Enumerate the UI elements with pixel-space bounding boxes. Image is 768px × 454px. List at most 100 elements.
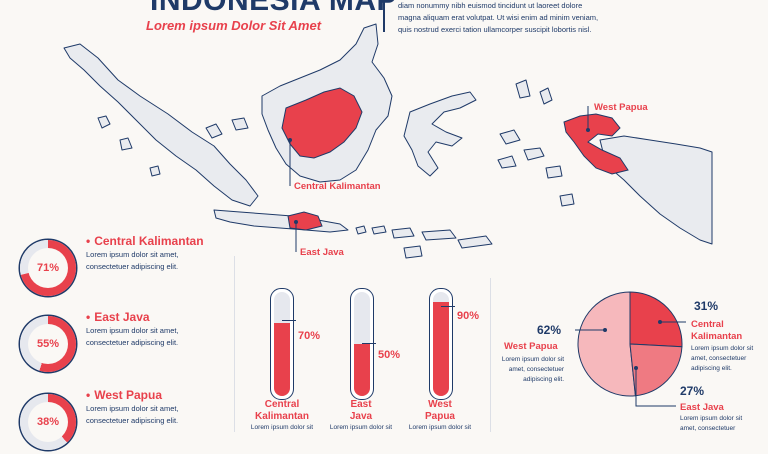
thermometer-label-line: Kalimantan (255, 411, 309, 422)
island (371, 225, 387, 235)
thermometer-percent: 50% (378, 349, 401, 361)
donut-item-central-kalimantan: 71% • Central Kalimantan Lorem ipsum dolo… (20, 234, 230, 300)
pie-text-line: amet, consectetuer (691, 355, 747, 362)
sumatra-island (63, 43, 259, 207)
pie-chart (577, 291, 683, 397)
thermometer-pointer (441, 306, 455, 307)
donut-title: • Central Kalimantan (86, 234, 204, 248)
papua-island (599, 135, 713, 245)
pie-label-line: Central (691, 319, 724, 330)
map-label-west-papua: West Papua (594, 102, 648, 113)
pie-text-line: amet, consectetuer (508, 366, 564, 373)
thermometer-east-java (350, 288, 374, 400)
island (149, 165, 161, 177)
donut-chart: 71% (20, 240, 76, 296)
intro-text: diam nonummy nibh euismod tincidunt ut l… (398, 0, 643, 36)
indonesia-map (63, 23, 713, 259)
island (355, 225, 367, 235)
island (119, 137, 133, 151)
island (497, 155, 517, 169)
donut-title: • East Java (86, 310, 150, 324)
pie-slice-east-java (629, 343, 683, 397)
pie-text-line: Lorem ipsum dolor sit (680, 415, 743, 422)
thermometer-percent: 90% (457, 310, 480, 322)
thermometer-track (354, 292, 370, 396)
thermometer-label: West Papua (400, 399, 480, 423)
donut-chart: 55% (20, 316, 76, 372)
pie-percent-central-kalimantan: 31% (694, 299, 719, 313)
thermometer-central-kalimantan (270, 288, 294, 400)
sulawesi-island (403, 91, 477, 177)
thermometer-label: East Java (321, 399, 401, 423)
thermometer-percent: 70% (298, 330, 321, 342)
island (205, 123, 223, 139)
thermometer-label-line: East (350, 399, 372, 410)
island (515, 79, 531, 99)
thermometer-label-line: Central (264, 399, 300, 410)
pie-label-east-java: East Java (680, 402, 724, 413)
page-title: INDONESIA MAP (150, 0, 398, 17)
island (523, 147, 545, 161)
central-kalimantan-region (281, 87, 363, 159)
donut-text-line: Lorem ipsum dolor sit amet, (86, 404, 179, 413)
donut-description: Lorem ipsum dolor sit amet, consectetuer… (86, 403, 226, 427)
pie-percent-east-java: 27% (680, 384, 705, 398)
pie-label-west-papua: West Papua (504, 341, 558, 352)
pie-text-west-papua: Lorem ipsum dolor sit amet, consectetuer… (498, 355, 564, 385)
header-divider (383, 0, 385, 32)
intro-line: diam nonummy nibh euismod tincidunt ut l… (398, 1, 583, 10)
java-island (213, 209, 349, 233)
island (559, 193, 575, 207)
donut-title-text: West Papua (94, 388, 163, 402)
pie-text-line: Lorem ipsum dolor sit (501, 356, 564, 363)
donut-chart: 38% (20, 394, 76, 450)
thermometer-label-line: Papua (424, 411, 455, 422)
island (97, 115, 111, 129)
bullet-icon: • (86, 310, 91, 324)
donut-text-line: consectetuer adipiscing elit. (86, 262, 179, 271)
bullet-icon: • (86, 388, 91, 402)
pie-percent-west-papua: 62% (537, 323, 562, 337)
island (421, 229, 457, 241)
donut-text-line: consectetuer adipiscing elit. (86, 338, 179, 347)
pie-text-central-kalimantan: Lorem ipsum dolor sit amet, consectetuer… (691, 344, 761, 374)
thermometer-text: Lorem ipsum dolor sit (250, 424, 314, 431)
intro-line: quis nostrud exerci tation ullamcorper s… (398, 25, 592, 34)
thermometer-fill (274, 323, 290, 396)
island (391, 227, 415, 239)
island (539, 87, 553, 105)
thermometer-track (433, 292, 449, 396)
bullet-icon: • (86, 234, 91, 248)
thermometer-pointer (362, 343, 376, 344)
island (499, 129, 521, 145)
thermometer-label-line: Java (349, 411, 373, 422)
west-papua-region (563, 113, 629, 175)
donut-description: Lorem ipsum dolor sit amet, consectetuer… (86, 325, 226, 349)
thermometer-pointer (282, 320, 296, 321)
donut-title: • West Papua (86, 388, 162, 402)
thermometer-text: Lorem ipsum dolor sit (408, 424, 472, 431)
donut-percent: 55% (28, 324, 68, 364)
pie-text-line: Lorem ipsum dolor sit (691, 345, 754, 352)
pie-text-line: adipiscing elit. (523, 376, 564, 383)
island (403, 245, 423, 259)
donut-percent: 38% (28, 402, 68, 442)
pie-text-line: amet, consectetuer (680, 425, 736, 432)
donut-item-east-java: 55% • East Java Lorem ipsum dolor sit ame… (20, 310, 230, 376)
pie-label-line: Kalimantan (691, 331, 743, 342)
donut-percent: 71% (28, 248, 68, 288)
donut-text-line: Lorem ipsum dolor sit amet, (86, 326, 179, 335)
donut-title-text: East Java (94, 310, 150, 324)
thermometer-text: Lorem ipsum dolor sit (329, 424, 393, 431)
donut-text-line: Lorem ipsum dolor sit amet, (86, 250, 179, 259)
pie-label-central-kalimantan: Central Kalimantan (691, 319, 742, 343)
island (231, 117, 249, 131)
pie-text-east-java: Lorem ipsum dolor sit amet, consectetuer (680, 414, 756, 434)
map-label-east-java: East Java (300, 247, 344, 258)
donut-title-text: Central Kalimantan (94, 234, 204, 248)
pie-slice-central-kalimantan (629, 291, 683, 348)
east-java-region (287, 211, 323, 231)
island (457, 235, 493, 249)
intro-line: magna aliquam erat volutpat. Ut wisi eni… (398, 13, 599, 22)
thermometer-fill (354, 344, 370, 396)
